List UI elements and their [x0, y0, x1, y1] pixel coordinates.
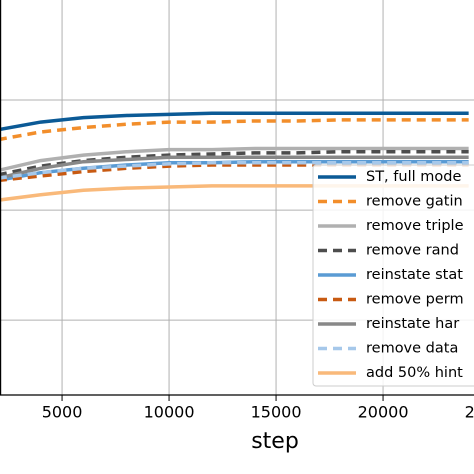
series-line [0, 146, 469, 172]
series-line [0, 118, 469, 142]
legend-label: remove perm [366, 292, 464, 308]
legend-label: remove rand [366, 243, 459, 259]
legend-label: ST, full mode [366, 169, 461, 185]
series-line [0, 111, 469, 132]
x-tick-label: 25000 [465, 403, 474, 422]
legend-label: remove data [366, 341, 458, 357]
x-tick-label: 20000 [358, 403, 409, 422]
plot-area [0, 0, 474, 395]
legend-label: reinstate stat [366, 267, 463, 283]
x-tick-label: 15000 [251, 403, 302, 422]
series-line [0, 155, 469, 180]
legend-label: reinstate har [366, 316, 459, 332]
legend-label: remove triple [366, 218, 464, 234]
series-line [0, 161, 469, 180]
x-tick-label: 10000 [144, 403, 195, 422]
x-tick-label: 5000 [42, 403, 83, 422]
legend-box [312, 164, 474, 387]
legend-label: remove gatin [366, 194, 463, 210]
legend-label: add 50% hint [366, 365, 463, 381]
x-axis-label: step [251, 429, 299, 454]
legend: ST, full mode remove gatin remove triple re… [312, 164, 474, 387]
